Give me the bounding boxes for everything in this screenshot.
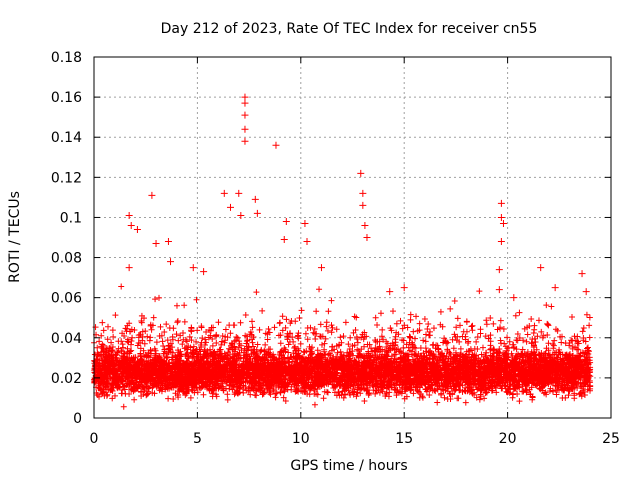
- data-point: [253, 209, 261, 217]
- data-point: [359, 201, 367, 209]
- data-point: [495, 286, 503, 294]
- data-point: [497, 199, 505, 207]
- y-tick-label: 0: [73, 411, 82, 427]
- data-point: [510, 294, 518, 302]
- data-point: [272, 141, 280, 149]
- y-tick-label: 0.04: [51, 331, 82, 347]
- y-axis-label: ROTI / TECUs: [7, 191, 23, 283]
- data-point: [237, 211, 245, 219]
- data-point: [551, 284, 559, 292]
- data-point: [220, 189, 228, 197]
- data-point: [357, 169, 365, 177]
- y-axis: 0 0.02 0.04 0.06 0.08 0.1 0.12 0.14 0.16 0.18: [51, 50, 611, 427]
- data-point: [317, 264, 325, 272]
- data-point: [359, 189, 367, 197]
- data-point: [497, 238, 505, 246]
- data-point: [363, 234, 371, 241]
- data-point: [125, 264, 133, 272]
- data-point: [578, 270, 586, 278]
- chart-title: Day 212 of 2023, Rate Of TEC Index for r…: [161, 21, 538, 37]
- data-point: [495, 266, 503, 274]
- x-axis: 0 5 10 15 20 25: [90, 57, 620, 447]
- data-point: [499, 219, 507, 227]
- x-axis-label: GPS time / hours: [290, 458, 407, 474]
- data-point: [400, 284, 408, 292]
- data-point: [537, 264, 545, 272]
- data-point: [386, 288, 394, 296]
- y-tick-label: 0.14: [51, 130, 82, 146]
- data-point: [125, 211, 133, 219]
- y-tick-label: 0.08: [51, 251, 82, 267]
- data-point: [167, 258, 175, 266]
- data-point: [497, 213, 505, 221]
- data-point: [251, 195, 259, 203]
- data-point: [226, 203, 234, 211]
- x-tick-label: 5: [193, 431, 202, 447]
- y-tick-label: 0.18: [51, 50, 82, 66]
- data-point: [241, 137, 249, 145]
- data-point: [241, 99, 249, 107]
- data-point: [241, 93, 249, 101]
- x-tick-label: 15: [395, 431, 413, 447]
- x-tick-label: 10: [292, 431, 310, 447]
- data-point: [301, 219, 309, 227]
- data-point: [189, 264, 197, 272]
- data-point: [303, 238, 311, 246]
- dense-roti-band: [91, 283, 594, 410]
- y-tick-label: 0.12: [51, 170, 82, 186]
- data-point: [241, 111, 249, 119]
- data-point: [148, 191, 156, 199]
- data-point: [152, 240, 160, 248]
- data-point: [235, 189, 243, 197]
- y-tick-label: 0.1: [60, 210, 82, 226]
- data-points: [91, 93, 594, 410]
- plot-frame: [93, 56, 612, 419]
- x-tick-label: 25: [602, 431, 620, 447]
- y-tick-label: 0.02: [51, 371, 82, 387]
- y-tick-label: 0.06: [51, 291, 82, 307]
- data-point: [361, 221, 369, 229]
- y-tick-label: 0.16: [51, 90, 82, 106]
- data-point: [582, 288, 590, 296]
- x-tick-label: 0: [90, 431, 99, 447]
- data-point: [127, 221, 135, 229]
- data-point: [164, 238, 172, 246]
- data-point: [282, 217, 290, 225]
- data-point: [200, 268, 208, 276]
- data-point: [133, 225, 141, 233]
- data-point: [241, 125, 249, 133]
- data-point: [280, 236, 288, 244]
- x-tick-label: 20: [499, 431, 517, 447]
